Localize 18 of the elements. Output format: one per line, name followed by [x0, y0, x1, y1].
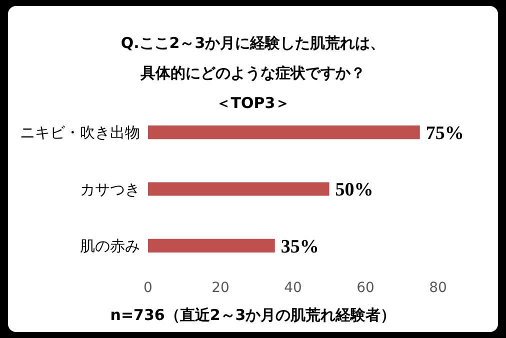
- bar: [148, 182, 330, 196]
- data-label: 75%: [426, 123, 464, 144]
- x-tick-label: 20: [212, 280, 230, 296]
- x-axis-title: n=736（直近2～3か月の肌荒れ経験者）: [109, 306, 397, 325]
- y-tick-label: カサつき: [80, 180, 140, 198]
- data-label: 50%: [335, 180, 374, 201]
- annotation: ＜TOP3＞: [214, 93, 292, 114]
- x-tick-label: 0: [144, 280, 152, 296]
- data-label: 35%: [280, 236, 319, 258]
- chart-title: Q.ここ2～3か月に経験した肌荒れは、: [120, 33, 386, 54]
- x-tick-label: 80: [429, 280, 447, 296]
- x-tick-label: 60: [356, 280, 374, 296]
- y-tick-label: 肌の赤み: [80, 236, 140, 255]
- x-tick-label: 40: [284, 280, 302, 296]
- y-tick-label: ニキビ・吹き出物: [20, 124, 140, 142]
- bar: [148, 238, 275, 252]
- chart-subtitle: 具体的にどのような症状ですか？: [140, 63, 366, 84]
- bar: [148, 126, 420, 140]
